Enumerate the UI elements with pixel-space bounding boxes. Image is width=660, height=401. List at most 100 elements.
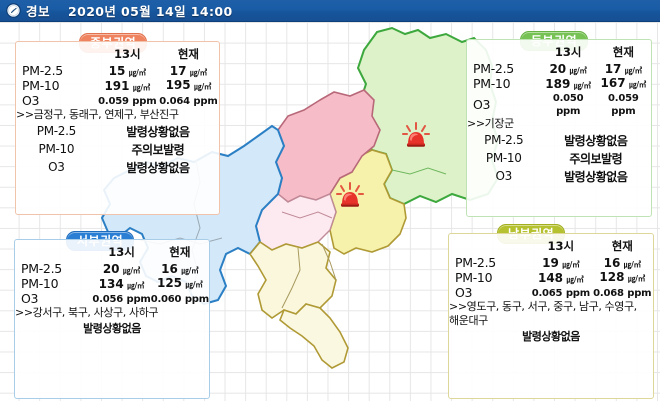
metric-past-unit: ㎍/㎥ bbox=[127, 280, 145, 290]
status-label: PM-10 bbox=[485, 151, 522, 166]
metric-current-unit: ppm bbox=[611, 106, 636, 117]
metric-label: PM-2.5 bbox=[455, 255, 496, 270]
metric-row-pm25-south: PM-2.5 19 ㎍/㎥ 16 ㎍/㎥ bbox=[449, 255, 653, 270]
metric-label: PM-2.5 bbox=[22, 63, 63, 78]
metric-current-unit: ㎍/㎥ bbox=[185, 280, 203, 289]
metric-past-value: 0.059 bbox=[98, 96, 129, 107]
metric-current-value: 0.060 bbox=[150, 294, 182, 305]
column-header-row-south: 13시 현재 bbox=[449, 234, 653, 255]
metric-row-pm10-south: PM-10 148 ㎍/㎥ 128 ㎍/㎥ bbox=[449, 270, 653, 285]
metric-past-value: 134 bbox=[98, 276, 124, 291]
metric-past-value: 0.065 bbox=[531, 288, 563, 299]
map-boundary-south-inner2 bbox=[321, 243, 337, 281]
column-header-past: 13시 bbox=[114, 47, 141, 61]
metric-past-unit: ㎍/㎥ bbox=[573, 80, 591, 90]
metric-label: PM-10 bbox=[473, 76, 511, 91]
status-row-pm25-central: PM-2.5 발령상황없음 bbox=[16, 122, 219, 140]
status-label: O3 bbox=[495, 169, 513, 184]
column-header-current: 현재 bbox=[177, 47, 200, 61]
status-row-o3-east: O3 발령상황없음 bbox=[467, 167, 651, 185]
column-header-row-east: 13시 현재 bbox=[467, 40, 651, 61]
panel-south[interactable]: 13시 현재 PM-2.5 19 ㎍/㎥ 16 ㎍/㎥ PM-10 148 ㎍/… bbox=[448, 233, 654, 399]
metric-past-value: 15 bbox=[108, 63, 126, 78]
metric-current-value: 16 bbox=[603, 255, 621, 270]
district-list: >>금정구, 동래구, 연제구, 부산진구 bbox=[16, 108, 179, 121]
panel-west[interactable]: 13시 현재 PM-2.5 20 ㎍/㎥ 16 ㎍/㎥ PM-10 134 ㎍/… bbox=[14, 239, 210, 399]
metric-current-unit: ㎍/㎥ bbox=[624, 65, 643, 75]
metric-row-o3-west: O3 0.056 ppm 0.060 ppm bbox=[15, 291, 209, 306]
district-list: >>강서구, 북구, 사상구, 사하구 bbox=[15, 306, 159, 319]
metric-current-value: 17 bbox=[604, 61, 622, 76]
metric-row-pm25-central: PM-2.5 15 ㎍/㎥ 17 ㎍/㎥ bbox=[16, 63, 219, 78]
status-label: PM-10 bbox=[38, 142, 75, 157]
metric-past-unit: ppm bbox=[132, 96, 157, 107]
metric-current-value: 16 bbox=[161, 261, 178, 276]
status-value: 발령상황없음 bbox=[126, 160, 190, 175]
clock-icon bbox=[6, 3, 21, 18]
panel-central[interactable]: 13시 현재 PM-2.5 15 ㎍/㎥ 17 ㎍/㎥ PM-10 191 ㎍/… bbox=[15, 41, 220, 215]
metric-past-unit: ppm bbox=[126, 294, 151, 305]
metric-current-value: 0.059 bbox=[608, 93, 639, 104]
metric-label: PM-2.5 bbox=[473, 61, 514, 76]
map-region-south bbox=[249, 240, 337, 319]
spacer-cell bbox=[16, 42, 97, 63]
metric-label: O3 bbox=[22, 93, 40, 108]
metric-past-unit: ㎍/㎥ bbox=[566, 274, 584, 284]
status-label: PM-2.5 bbox=[484, 133, 524, 148]
metric-past-value: 148 bbox=[537, 270, 564, 285]
header-datetime: 2020년 05월 14일 14:00 bbox=[68, 4, 233, 19]
metric-label: PM-10 bbox=[22, 78, 60, 93]
metric-row-pm10-central: PM-10 191 ㎍/㎥ 195 ㎍/㎥ bbox=[16, 78, 219, 93]
column-header-current: 현재 bbox=[169, 245, 191, 259]
metric-row-o3-south: O3 0.065 ppm 0.068 ppm bbox=[449, 285, 653, 300]
metric-row-o3-east: O3 0.050 ppm 0.059 ppm bbox=[467, 91, 651, 117]
metric-past-unit: ppm bbox=[556, 106, 581, 117]
status-value: 발령상황없음 bbox=[564, 169, 628, 184]
status-value: 발령상황없음 bbox=[126, 124, 190, 139]
status-label: PM-2.5 bbox=[36, 124, 77, 139]
spacer-cell bbox=[15, 240, 92, 261]
metric-past-value: 0.056 bbox=[92, 294, 123, 305]
metric-past-unit: ㎍/㎥ bbox=[569, 65, 587, 75]
status-row-pm10-central: PM-10 주의보발령 bbox=[16, 140, 219, 158]
metric-past-unit: ㎍/㎥ bbox=[133, 82, 151, 92]
metric-current-value: 0.064 bbox=[159, 96, 190, 107]
map-region-south-tail bbox=[279, 303, 349, 369]
metric-current-unit: ㎍/㎥ bbox=[629, 80, 647, 89]
metric-past-value: 189 bbox=[545, 76, 571, 91]
metric-current-unit: ㎍/㎥ bbox=[181, 265, 199, 275]
metric-row-o3-central: O3 0.059 ppm 0.064 ppm bbox=[16, 93, 219, 108]
siren-icon-east[interactable] bbox=[401, 120, 431, 150]
metric-past-value: 20 bbox=[549, 61, 567, 76]
metric-past-unit: ppm bbox=[565, 288, 590, 299]
siren-icon-central[interactable] bbox=[335, 180, 365, 210]
metric-label: PM-2.5 bbox=[21, 261, 62, 276]
metric-current-unit: ppm bbox=[627, 288, 652, 299]
column-header-past: 13시 bbox=[108, 245, 135, 259]
column-header-row-west: 13시 현재 bbox=[15, 240, 209, 261]
district-list: >>기장군 bbox=[467, 117, 514, 130]
metric-past-unit: ㎍/㎥ bbox=[562, 259, 580, 269]
metric-label: O3 bbox=[21, 291, 39, 306]
column-header-current: 현재 bbox=[611, 239, 633, 253]
column-header-row-central: 13시 현재 bbox=[16, 42, 219, 63]
metric-past-value: 0.050 bbox=[552, 93, 584, 104]
metric-current-value: 125 bbox=[156, 276, 183, 290]
status-value-single: 발령상황없음 bbox=[522, 329, 580, 343]
status-row-o3-central: O3 발령상황없음 bbox=[16, 158, 219, 176]
metric-row-pm10-west: PM-10 134 ㎍/㎥ 125 ㎍/㎥ bbox=[15, 276, 209, 291]
metric-label: O3 bbox=[455, 285, 473, 300]
district-list: >>영도구, 동구, 서구, 중구, 남구, 수영구, 해운대구 bbox=[449, 300, 637, 327]
metric-row-pm10-east: PM-10 189 ㎍/㎥ 167 ㎍/㎥ bbox=[467, 76, 651, 91]
metric-current-unit: ㎍/㎥ bbox=[189, 67, 208, 77]
metric-past-value: 191 bbox=[104, 78, 130, 93]
metric-current-value: 167 bbox=[600, 76, 626, 90]
metric-row-pm25-east: PM-2.5 20 ㎍/㎥ 17 ㎍/㎥ bbox=[467, 61, 651, 76]
panel-east[interactable]: 13시 현재 PM-2.5 20 ㎍/㎥ 17 ㎍/㎥ PM-10 189 ㎍/… bbox=[466, 39, 652, 217]
status-row-pm25-east: PM-2.5 발령상황없음 bbox=[467, 131, 651, 149]
spacer-cell bbox=[449, 234, 530, 255]
status-value: 주의보발령 bbox=[131, 142, 185, 157]
map-boundary-east-inner bbox=[391, 167, 447, 175]
spacer-cell bbox=[467, 40, 541, 61]
